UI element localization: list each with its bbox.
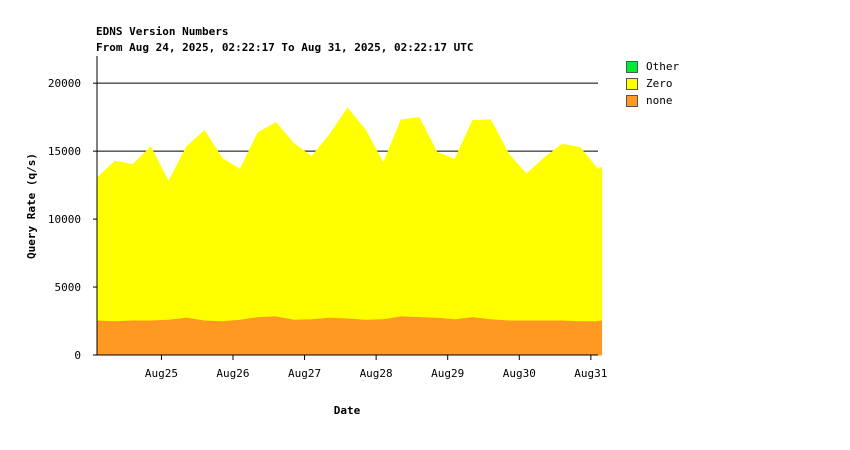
legend-item-zero: Zero: [626, 75, 679, 92]
x-axis-title: Date: [334, 404, 361, 417]
x-tick-label-Aug27: Aug27: [288, 367, 321, 380]
x-tick-label-Aug30: Aug30: [503, 367, 536, 380]
y-axis-title: Query Rate (q/s): [25, 153, 38, 259]
y-tick-label-20000: 20000: [48, 77, 81, 90]
y-tick-label-5000: 5000: [55, 281, 82, 294]
legend-label-zero: Zero: [646, 77, 673, 90]
legend: Other Zero none: [626, 58, 679, 109]
y-tick-label-15000: 15000: [48, 145, 81, 158]
legend-label-other: Other: [646, 60, 680, 73]
y-tick-label-10000: 10000: [48, 213, 81, 226]
series-area-none: [96, 316, 603, 356]
legend-item-other: Other: [626, 58, 679, 75]
x-tick-label-Aug28: Aug28: [360, 367, 393, 380]
chart-subtitle: From Aug 24, 2025, 02:22:17 To Aug 31, 2…: [96, 41, 474, 54]
legend-label-none: none: [646, 94, 673, 107]
legend-item-none: none: [626, 92, 679, 109]
chart-title: EDNS Version Numbers: [96, 25, 229, 38]
y-tick-label-0: 0: [74, 349, 81, 362]
chart-title-block: EDNS Version Numbers From Aug 24, 2025, …: [96, 24, 474, 56]
legend-swatch-none: [626, 94, 638, 107]
legend-swatch-zero: [626, 77, 638, 90]
series-area-zero: [96, 107, 603, 323]
x-tick-label-Aug25: Aug25: [145, 367, 178, 380]
x-tick-label-Aug26: Aug26: [216, 367, 249, 380]
x-tick-label-Aug29: Aug29: [431, 367, 464, 380]
x-tick-label-Aug31: Aug31: [574, 367, 607, 380]
legend-swatch-other: [626, 60, 638, 73]
